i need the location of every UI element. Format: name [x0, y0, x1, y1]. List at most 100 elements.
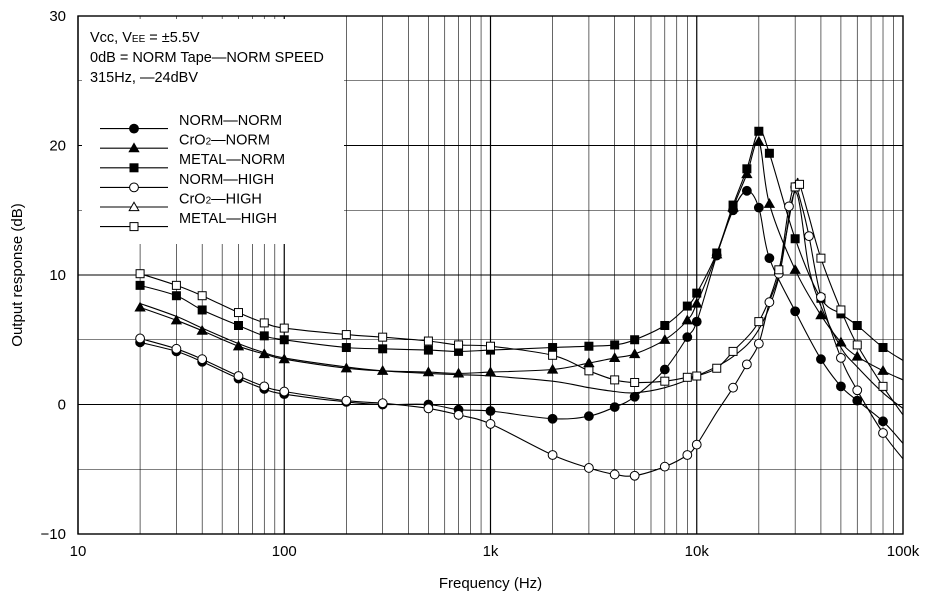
data-point	[754, 317, 764, 327]
data-point	[196, 324, 208, 335]
data-point	[692, 371, 702, 381]
series-markers	[134, 126, 889, 481]
data-point	[790, 234, 800, 244]
data-point	[852, 321, 862, 331]
data-point	[816, 354, 826, 365]
annotation-line: 315Hz, —24dBV	[90, 70, 198, 86]
data-point	[376, 365, 389, 375]
data-point	[584, 463, 594, 473]
y-tick-label: 30	[49, 8, 66, 25]
data-point	[423, 336, 433, 346]
data-point	[629, 348, 641, 359]
x-tick-label: 100	[272, 543, 297, 560]
data-point	[851, 350, 863, 361]
data-point	[258, 348, 270, 359]
data-point	[279, 323, 289, 333]
data-point	[171, 343, 182, 354]
data-point	[485, 406, 496, 416]
data-point	[279, 335, 289, 345]
legend-marker	[128, 142, 140, 153]
data-point	[378, 344, 388, 354]
data-point	[660, 376, 670, 386]
data-point	[660, 321, 670, 331]
data-point	[171, 280, 181, 290]
data-point	[452, 367, 465, 378]
data-point	[233, 308, 243, 318]
legend-marker	[129, 163, 139, 173]
data-point	[584, 341, 594, 351]
data-point	[232, 340, 245, 351]
legend-label: CrO2—NORM	[179, 133, 270, 149]
data-point	[630, 335, 640, 345]
data-point	[712, 363, 722, 373]
data-point	[259, 331, 269, 341]
data-point	[484, 366, 497, 377]
data-point	[764, 253, 775, 264]
data-point	[836, 352, 846, 363]
data-point	[278, 353, 290, 364]
data-point	[170, 314, 183, 325]
legend-label: NORM—NORM	[179, 113, 282, 129]
data-point	[423, 403, 434, 414]
data-point	[764, 148, 774, 158]
data-point	[753, 135, 765, 146]
data-point	[609, 469, 620, 480]
data-point	[197, 291, 207, 301]
y-tick-label: 10	[49, 267, 66, 284]
data-point	[341, 343, 351, 353]
annotation-line: Vcc, VEE = ±5.5V	[90, 30, 200, 46]
data-point	[878, 428, 888, 438]
data-point	[774, 265, 784, 275]
x-tick-label: 100k	[887, 543, 920, 560]
data-point	[485, 419, 496, 429]
data-point	[728, 346, 738, 356]
data-point	[804, 231, 814, 242]
data-point	[764, 297, 775, 308]
data-point	[609, 352, 621, 362]
data-point	[233, 371, 244, 381]
data-point	[877, 365, 889, 375]
data-point	[753, 338, 764, 349]
data-point	[741, 359, 752, 370]
data-point	[682, 450, 693, 460]
x-tick-label: 10k	[685, 543, 710, 560]
plot-frame	[77, 15, 904, 535]
data-point	[852, 340, 862, 350]
series-line	[139, 191, 904, 409]
data-point	[486, 341, 495, 351]
data-point	[852, 385, 863, 396]
data-point	[584, 366, 594, 376]
data-point	[789, 264, 801, 274]
data-point	[659, 461, 670, 472]
legend-marker	[129, 222, 139, 232]
data-point	[682, 301, 692, 311]
data-point	[584, 411, 594, 422]
data-point	[878, 343, 888, 353]
x-tick-label: 10	[70, 543, 87, 560]
x-axis-title: Frequency (Hz)	[439, 575, 542, 592]
data-point	[728, 200, 738, 210]
data-point	[742, 164, 752, 174]
data-point	[610, 375, 620, 385]
data-point	[836, 305, 846, 315]
legend: NORM—NORM CrO2—NORM METAL—NORM NORM—HIGH CrO…	[100, 113, 285, 232]
data-point	[815, 309, 827, 320]
data-point	[197, 305, 207, 315]
data-point	[135, 280, 145, 290]
data-point	[609, 402, 620, 412]
data-point	[691, 316, 702, 327]
data-point	[279, 386, 290, 397]
data-point	[134, 301, 146, 312]
y-tick-label: 20	[49, 138, 66, 155]
data-point	[547, 450, 558, 460]
data-point	[453, 409, 464, 420]
data-point	[548, 343, 558, 353]
data-point	[835, 336, 847, 347]
data-point	[547, 413, 558, 424]
data-point	[790, 306, 801, 317]
data-point	[259, 318, 269, 328]
data-point	[378, 332, 388, 342]
data-point	[197, 354, 208, 365]
data-point	[659, 333, 671, 344]
annotation-line: 0dB = NORM Tape—NORM SPEED	[90, 50, 324, 66]
